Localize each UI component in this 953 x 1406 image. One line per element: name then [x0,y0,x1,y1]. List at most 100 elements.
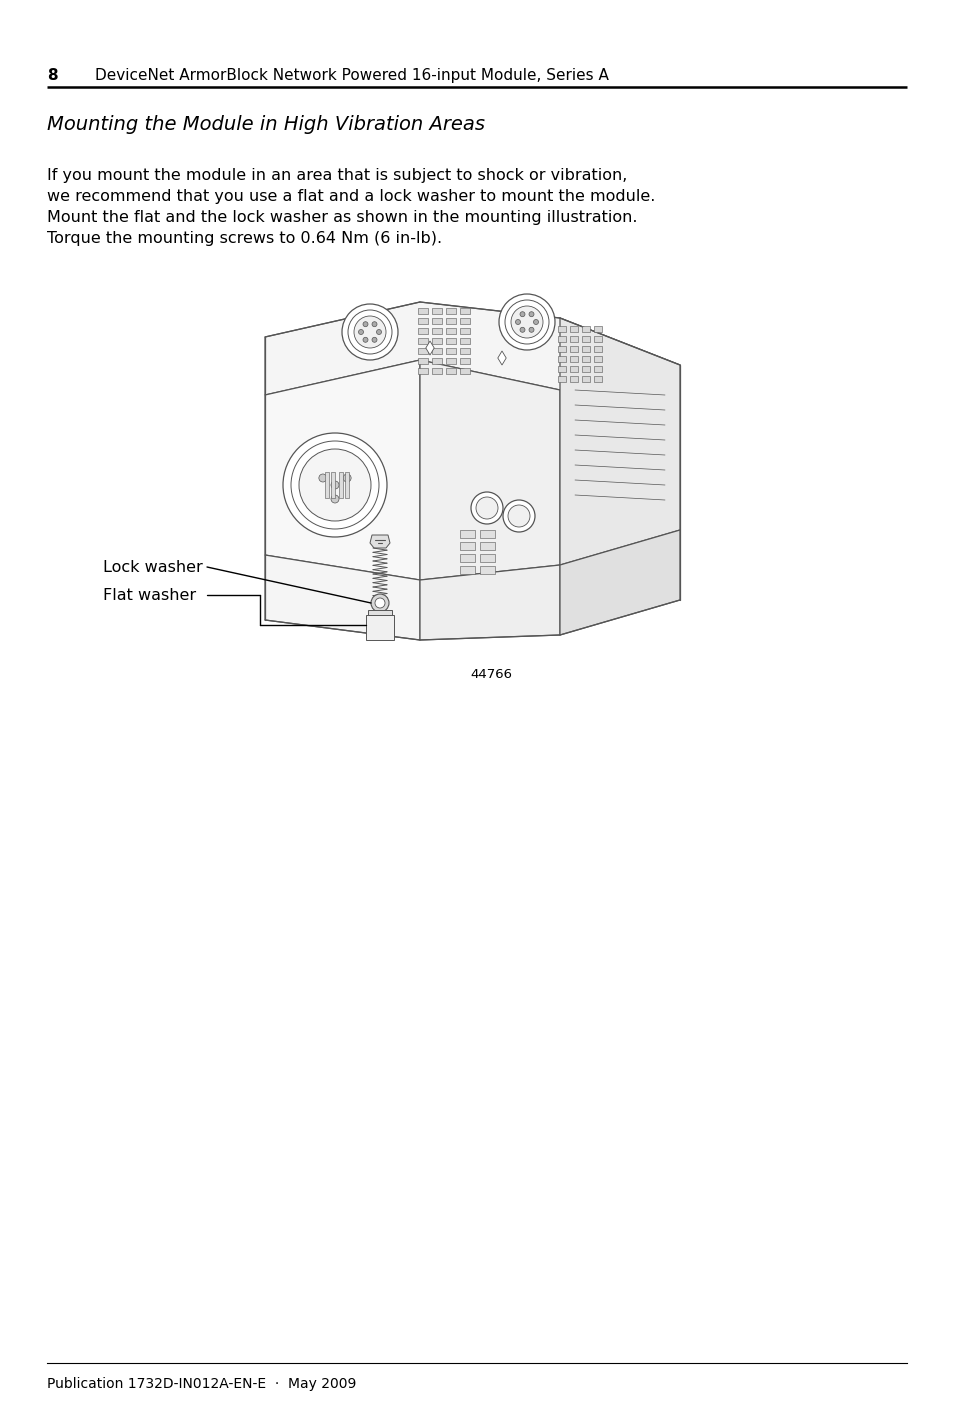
Polygon shape [432,308,441,314]
Circle shape [283,433,387,537]
Polygon shape [581,326,589,332]
Text: Publication 1732D-IN012A-EN-E  ·  May 2009: Publication 1732D-IN012A-EN-E · May 2009 [47,1376,356,1391]
Circle shape [471,492,502,524]
Polygon shape [432,349,441,354]
Polygon shape [446,368,456,374]
Circle shape [372,337,376,342]
Polygon shape [594,326,601,332]
Circle shape [358,329,363,335]
Text: Mounting the Module in High Vibration Areas: Mounting the Module in High Vibration Ar… [47,115,484,134]
Text: we recommend that you use a flat and a lock washer to mount the module.: we recommend that you use a flat and a l… [47,188,655,204]
Polygon shape [594,346,601,352]
Polygon shape [446,337,456,344]
Polygon shape [265,360,419,581]
Polygon shape [366,614,394,640]
Polygon shape [417,359,428,364]
Polygon shape [558,326,565,332]
Circle shape [318,474,327,482]
Polygon shape [581,346,589,352]
Polygon shape [558,375,565,382]
Polygon shape [265,555,419,640]
Text: Mount the flat and the lock washer as shown in the mounting illustration.: Mount the flat and the lock washer as sh… [47,209,637,225]
Polygon shape [569,375,578,382]
Circle shape [376,329,381,335]
Polygon shape [459,328,470,335]
Polygon shape [370,536,390,548]
Polygon shape [479,541,495,550]
Circle shape [519,312,524,316]
Text: DeviceNet ArmorBlock Network Powered 16-input Module, Series A: DeviceNet ArmorBlock Network Powered 16-… [95,67,608,83]
Polygon shape [419,565,559,640]
Polygon shape [345,472,349,498]
Circle shape [375,598,385,607]
Circle shape [507,505,530,527]
Polygon shape [459,368,470,374]
Polygon shape [446,308,456,314]
Polygon shape [558,336,565,342]
Circle shape [533,319,537,325]
Polygon shape [419,360,559,581]
Circle shape [529,328,534,332]
Polygon shape [446,318,456,323]
Polygon shape [265,302,679,399]
Polygon shape [558,366,565,373]
Polygon shape [459,567,475,574]
Text: Lock washer: Lock washer [103,560,203,575]
Polygon shape [432,359,441,364]
Polygon shape [325,472,329,498]
Polygon shape [338,472,343,498]
Polygon shape [368,610,392,614]
Circle shape [519,328,524,332]
Polygon shape [446,359,456,364]
Polygon shape [558,346,565,352]
Polygon shape [459,318,470,323]
Polygon shape [569,346,578,352]
Polygon shape [459,337,470,344]
Polygon shape [446,349,456,354]
Circle shape [343,474,351,482]
Polygon shape [497,352,506,366]
Polygon shape [459,541,475,550]
Polygon shape [594,356,601,361]
Polygon shape [581,375,589,382]
Polygon shape [569,326,578,332]
Polygon shape [479,554,495,562]
Polygon shape [479,530,495,538]
Polygon shape [459,530,475,538]
Polygon shape [559,318,679,565]
Circle shape [498,294,555,350]
Polygon shape [459,349,470,354]
Text: Torque the mounting screws to 0.64 Nm (6 in-lb).: Torque the mounting screws to 0.64 Nm (6… [47,231,441,246]
Polygon shape [581,336,589,342]
Polygon shape [558,356,565,361]
Polygon shape [581,366,589,373]
Polygon shape [569,356,578,361]
Circle shape [298,449,371,522]
Circle shape [515,319,520,325]
Polygon shape [594,336,601,342]
Text: 8: 8 [47,67,57,83]
Polygon shape [432,318,441,323]
Polygon shape [417,368,428,374]
Polygon shape [432,337,441,344]
Polygon shape [569,366,578,373]
Polygon shape [417,337,428,344]
Polygon shape [417,308,428,314]
Circle shape [502,501,535,531]
Circle shape [363,337,368,342]
Polygon shape [417,349,428,354]
Text: If you mount the module in an area that is subject to shock or vibration,: If you mount the module in an area that … [47,167,627,183]
Polygon shape [432,328,441,335]
Circle shape [354,316,386,349]
Text: 44766: 44766 [470,668,512,681]
Polygon shape [331,472,335,498]
Polygon shape [459,554,475,562]
Polygon shape [459,308,470,314]
Circle shape [504,299,548,344]
Circle shape [348,309,392,354]
Polygon shape [559,530,679,636]
Polygon shape [446,328,456,335]
Polygon shape [594,366,601,373]
Circle shape [363,322,368,326]
Circle shape [372,322,376,326]
